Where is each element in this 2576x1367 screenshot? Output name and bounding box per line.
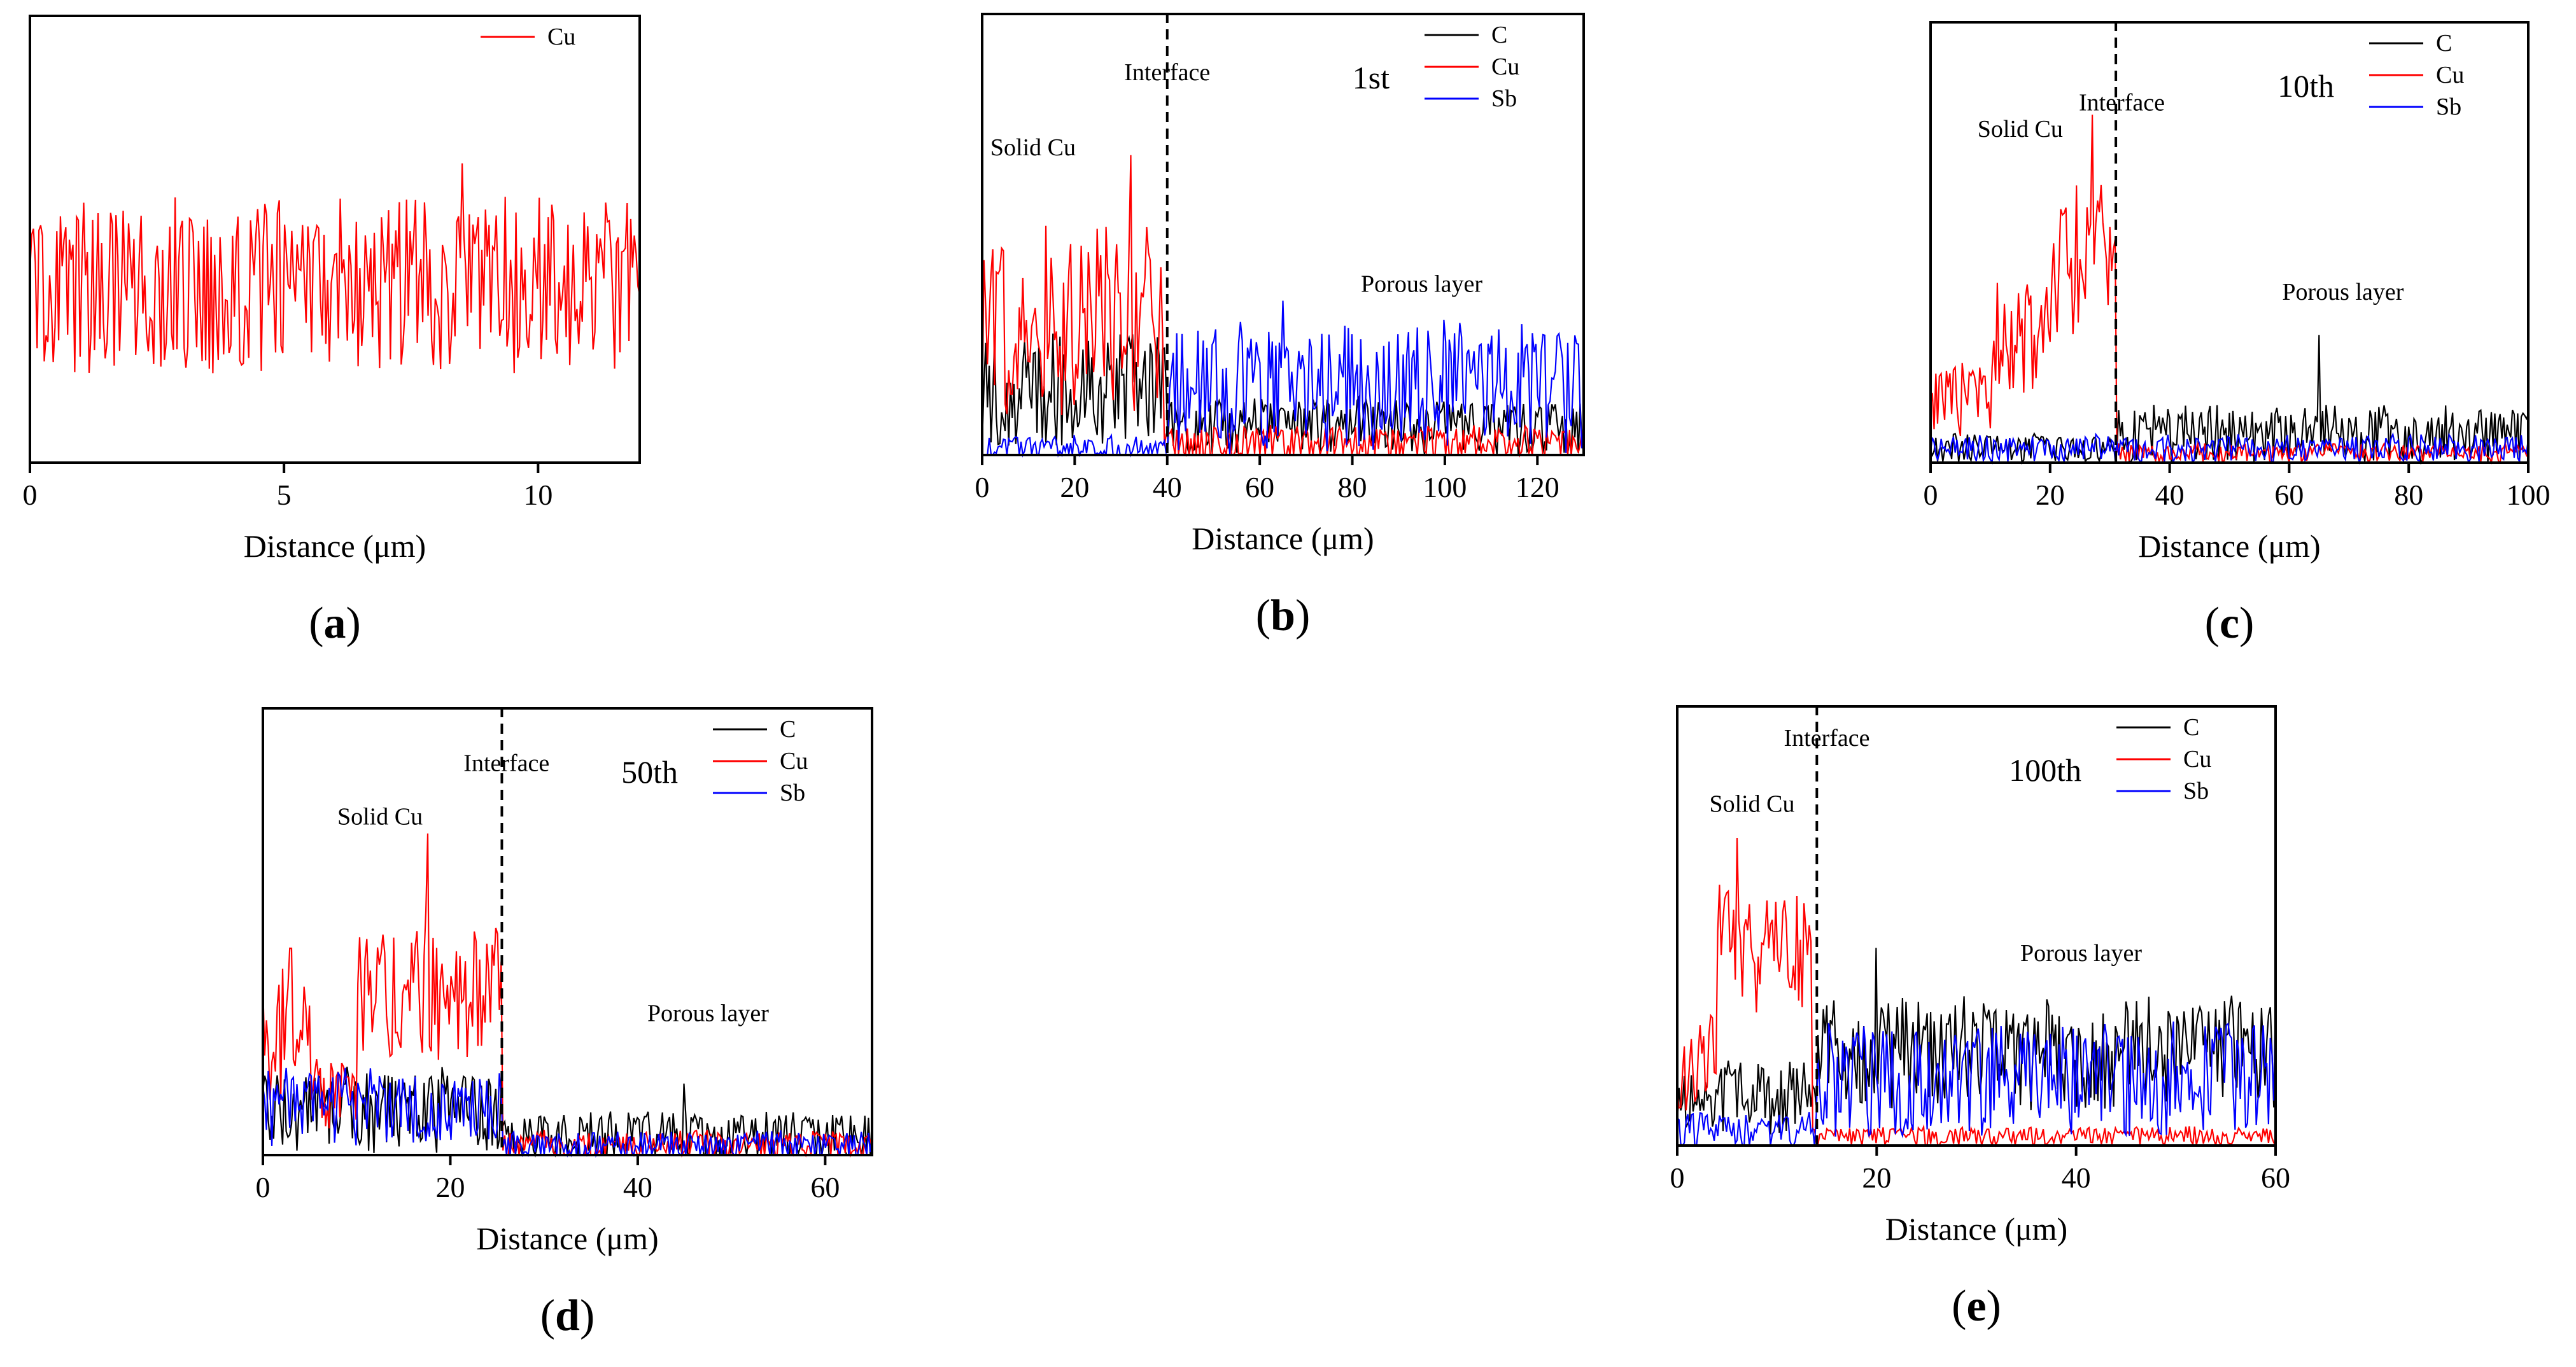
chart-c-annotation: Solid Cu [1978,116,2063,143]
chart-e-cycle-label: 100th [2009,752,2081,788]
chart-d-annotation: Interface [463,750,549,776]
chart-b-xtick-label: 40 [1153,471,1182,503]
chart-d-xtick-label: 20 [435,1171,465,1203]
chart-e-series-c-line [1676,948,2277,1135]
chart-a-series-cu-line [29,163,641,374]
chart-b-xtick-label: 120 [1516,471,1559,503]
chart-c-xtick-label: 60 [2274,479,2304,511]
chart-a-xlabel: Distance (μm) [244,528,426,564]
chart-e-legend-label-cu: Cu [2183,746,2211,773]
chart-c-plot-frame [1929,21,2530,464]
chart-b-annotation: Porous layer [1361,271,1482,298]
chart-e-xtick-label: 40 [2062,1161,2091,1194]
chart-b-cycle-label: 1st [1353,60,1390,95]
chart-b-panel-label: (b) [1256,591,1311,640]
chart-d-xtick-label: 60 [810,1171,840,1203]
chart-e-annotation: Interface [1784,725,1870,752]
chart-b-series-sb-line [982,300,1585,458]
chart-c-series-sb-line [1929,432,2530,465]
chart-e-xlabel: Distance (μm) [1885,1211,2067,1247]
chart-e-legend-label-c: C [2183,714,2199,741]
chart-e-panel-label: (e) [1952,1282,2001,1331]
chart-b-annotation: Interface [1124,59,1210,86]
chart-b-legend-label-cu: Cu [1491,53,1519,80]
chart-a-plot-frame [29,15,641,464]
chart-d-plot-frame [262,707,873,1156]
chart-a-xtick-label: 10 [523,479,553,511]
chart-a-panel-label: (a) [309,599,361,648]
chart-b-legend-label-c: C [1491,22,1507,48]
chart-d-annotation: Porous layer [647,1000,769,1027]
chart-e-series-cu-line [1676,838,2276,1148]
chart-d-legend-label-cu: Cu [780,748,808,775]
chart-e-plot-frame [1676,705,2277,1147]
chart-e-xtick-label: 0 [1670,1161,1685,1194]
chart-b-xtick-label: 20 [1060,471,1089,503]
chart-c-panel-label: (c) [2205,599,2255,648]
chart-b-plot-frame [981,13,1585,456]
chart-b-series-c-line [981,333,1585,455]
chart-a-xtick-label: 0 [23,479,38,511]
chart-e-legend-label-sb: Sb [2183,778,2209,804]
chart-e-xtick-label: 60 [2261,1161,2290,1194]
chart-c-xtick-label: 0 [1924,479,1938,511]
chart-e-xtick-label: 20 [1862,1161,1891,1194]
chart-b-series-cu-line [981,155,1585,458]
chart-b-xtick-label: 60 [1245,471,1274,503]
chart-e-annotation: Solid Cu [1709,791,1794,818]
chart-d-xtick-label: 40 [623,1171,652,1203]
chart-d-xlabel: Distance (μm) [476,1221,658,1256]
chart-c-legend-label-cu: Cu [2436,62,2464,88]
chart-c-annotation: Porous layer [2282,279,2404,305]
chart-d-legend-label-sb: Sb [780,780,805,806]
chart-b-xlabel: Distance (μm) [1192,521,1374,556]
chart-c-xtick-label: 40 [2155,479,2185,511]
chart-c-cycle-label: 10th [2277,68,2334,104]
chart-a-legend-label-cu: Cu [547,24,575,50]
chart-d-xtick-label: 0 [256,1171,271,1203]
chart-b-xtick-label: 100 [1423,471,1467,503]
chart-e-series-sb-line [1677,996,2277,1147]
chart-b-legend-label-sb: Sb [1491,85,1517,112]
chart-b-annotation: Solid Cu [990,134,1076,161]
chart-d-series-cu-line [262,833,873,1158]
chart-b-xtick-label: 0 [975,471,990,503]
chart-c-series-cu-line [1929,115,2529,465]
chart-c-legend-label-sb: Sb [2436,94,2461,120]
chart-d-panel-label: (d) [540,1291,595,1340]
chart-c-xtick-label: 80 [2394,479,2423,511]
chart-c-legend-label-c: C [2436,30,2452,57]
chart-c-annotation: Interface [2079,89,2165,116]
chart-c-xtick-label: 100 [2507,479,2551,511]
chart-a-xtick-label: 5 [277,479,292,511]
chart-d-annotation: Solid Cu [337,804,423,831]
chart-b-xtick-label: 80 [1338,471,1367,503]
chart-d-cycle-label: 50th [621,754,678,790]
chart-d-legend-label-c: C [780,716,796,743]
chart-c-xtick-label: 20 [2036,479,2065,511]
chart-e-annotation: Porous layer [2020,940,2142,967]
chart-c-xlabel: Distance (μm) [2138,528,2320,564]
